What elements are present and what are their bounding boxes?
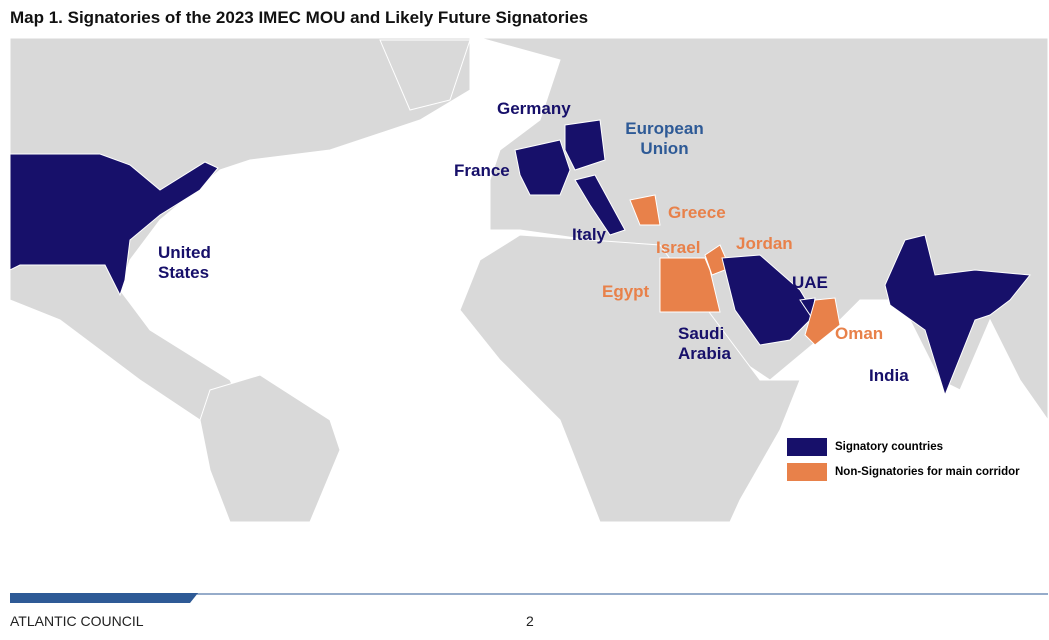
country-label: India: [869, 366, 909, 385]
legend-swatch: [787, 438, 827, 456]
title: Map 1. Signatories of the 2023 IMEC MOU …: [10, 8, 589, 27]
country-label: Germany: [497, 99, 571, 118]
country-label: UAE: [792, 273, 828, 292]
country-label: Oman: [835, 324, 884, 343]
egypt: [659, 257, 721, 313]
legend-label: Signatory countries: [835, 441, 943, 453]
country-label: Saudi Arabia: [678, 324, 731, 363]
italy: [574, 174, 626, 236]
greece: [629, 194, 661, 226]
country-label: Egypt: [602, 282, 650, 301]
germany: [564, 119, 606, 171]
saudi-arabia: [721, 254, 816, 346]
footer-bar: [10, 593, 198, 603]
country-label: France: [454, 161, 510, 180]
country-label: Greece: [668, 203, 726, 222]
africa: [459, 234, 801, 523]
footer-org: ATLANTIC COUNCIL: [10, 613, 144, 629]
country-label: Jordan: [736, 234, 793, 253]
country-label: European Union: [625, 119, 704, 158]
france: [514, 139, 571, 196]
usa: [9, 153, 219, 297]
page-number: 2: [526, 613, 534, 629]
oman: [804, 297, 841, 346]
country-label: Italy: [572, 225, 607, 244]
greenland: [379, 39, 471, 111]
country-label: Israel: [656, 238, 701, 257]
legend-swatch: [787, 463, 827, 481]
legend-label: Non-Signatories for main corridor: [835, 466, 1020, 478]
india: [884, 234, 1031, 397]
south-america: [199, 374, 341, 523]
country-label: United States: [158, 243, 211, 282]
